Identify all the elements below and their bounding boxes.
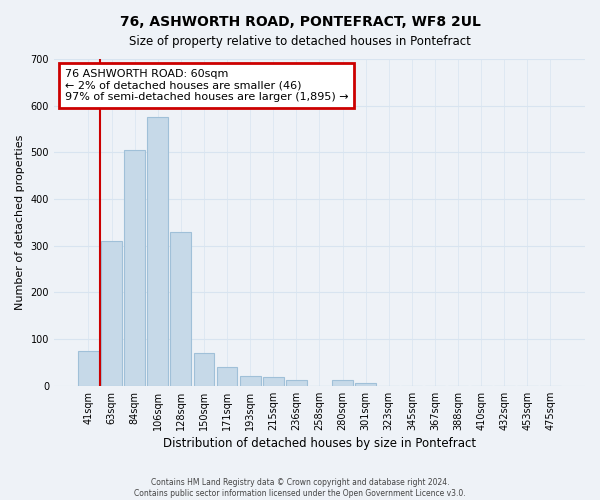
Bar [78,351,99,386]
Bar [355,382,376,386]
Bar [124,150,145,386]
Bar [148,118,168,386]
Bar [217,367,238,386]
Bar [170,232,191,386]
Bar [332,380,353,386]
X-axis label: Distribution of detached houses by size in Pontefract: Distribution of detached houses by size … [163,437,476,450]
Bar [240,376,260,386]
Text: 76, ASHWORTH ROAD, PONTEFRACT, WF8 2UL: 76, ASHWORTH ROAD, PONTEFRACT, WF8 2UL [119,15,481,29]
Bar [263,378,284,386]
Bar [101,241,122,386]
Text: 76 ASHWORTH ROAD: 60sqm
← 2% of detached houses are smaller (46)
97% of semi-det: 76 ASHWORTH ROAD: 60sqm ← 2% of detached… [65,69,348,102]
Text: Contains HM Land Registry data © Crown copyright and database right 2024.
Contai: Contains HM Land Registry data © Crown c… [134,478,466,498]
Bar [194,353,214,386]
Y-axis label: Number of detached properties: Number of detached properties [15,134,25,310]
Bar [286,380,307,386]
Text: Size of property relative to detached houses in Pontefract: Size of property relative to detached ho… [129,35,471,48]
